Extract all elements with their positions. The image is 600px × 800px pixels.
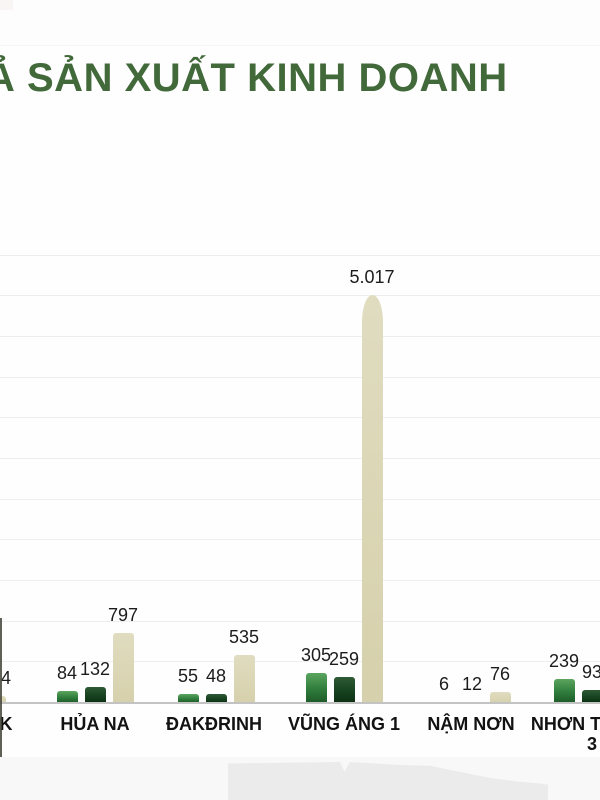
value-label: 48 xyxy=(205,666,227,687)
bar-series-dark-green xyxy=(333,676,355,703)
gridline xyxy=(0,539,600,541)
category-axis: K HỦA NA ĐAKĐRINH VŨNG ÁNG 1 NẬM NƠN NHƠN TRẠ… xyxy=(0,714,600,760)
value-label: 132 xyxy=(79,659,111,680)
corner-artifact xyxy=(0,0,13,10)
category-label: NHƠN TRẠCH 3 xyxy=(530,714,600,754)
value-label: 4 xyxy=(1,668,12,688)
gridline xyxy=(0,620,600,622)
gridline xyxy=(0,376,600,378)
value-label: 259 xyxy=(328,648,360,669)
bar-series-dark-green xyxy=(84,687,106,703)
value-label: 535 xyxy=(228,626,260,647)
bar-series-beige xyxy=(112,633,134,703)
value-label: 239 xyxy=(548,650,580,671)
category-label: K xyxy=(0,714,13,734)
gridline xyxy=(0,661,600,663)
bar-series-beige xyxy=(489,691,511,703)
gridline xyxy=(0,417,600,419)
bar-series-dark-green xyxy=(205,694,227,703)
value-label: 76 xyxy=(489,663,511,684)
left-edge-artifact xyxy=(0,618,2,757)
value-label: 93 xyxy=(581,662,600,683)
bar-series-green xyxy=(305,673,327,703)
bar-series-green xyxy=(553,678,575,703)
category-label: HỦA NA xyxy=(60,714,130,734)
value-label: 6 xyxy=(438,674,449,694)
gridline xyxy=(0,458,600,460)
bar-series-beige xyxy=(233,654,255,703)
value-label: 12 xyxy=(461,674,483,694)
bar-chart: 4 84 132 797 55 48 535 305 259 5.017 6 12 76 239 93 xyxy=(0,250,600,704)
gridline xyxy=(0,336,600,338)
gridline xyxy=(0,254,600,256)
category-label: NẬM NƠN xyxy=(427,714,515,734)
gridline xyxy=(0,295,600,297)
chart-title: Ả SẢN XUẤT KINH DOANH xyxy=(0,56,508,100)
value-label: 797 xyxy=(107,605,139,626)
value-label: 5.017 xyxy=(349,267,395,287)
category-label: ĐAKĐRINH xyxy=(166,714,262,734)
top-margin-band xyxy=(0,0,600,46)
value-label: 84 xyxy=(56,663,78,684)
value-label: 55 xyxy=(177,665,199,686)
category-label: VŨNG ÁNG 1 xyxy=(287,714,401,734)
bar-series-beige xyxy=(361,295,383,703)
bar-series-green xyxy=(177,693,199,703)
bar-series-green xyxy=(56,691,78,703)
x-axis-line xyxy=(0,702,600,704)
gridline xyxy=(0,498,600,500)
value-label: 305 xyxy=(300,645,332,666)
gridline xyxy=(0,580,600,582)
bar-series-dark-green xyxy=(581,690,600,703)
bar-series-beige xyxy=(0,696,6,703)
